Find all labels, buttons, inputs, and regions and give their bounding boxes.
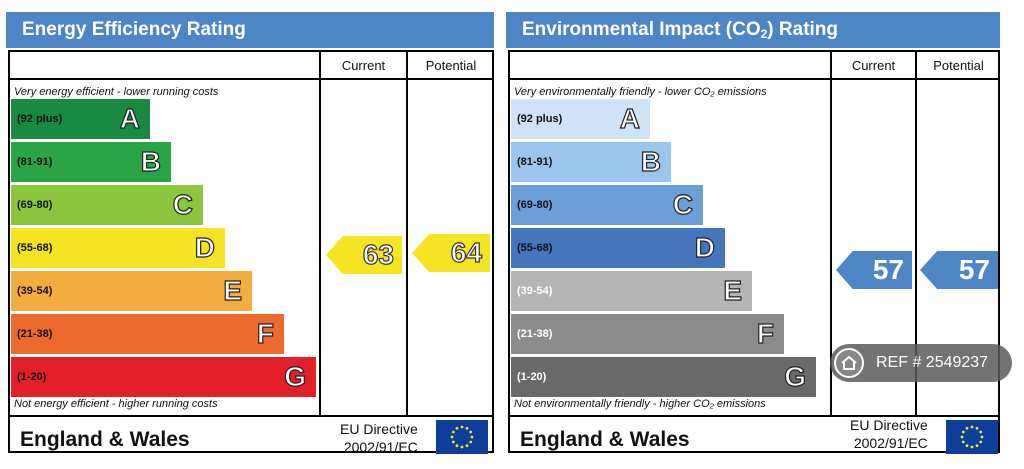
energy-chart-frame: Current Potential Very energy efficient … [8,50,494,456]
energy-footer-label: England & Wales [20,428,190,451]
home-icon [834,348,864,378]
environment-bottom-note: Not environmentally friendly - higher CO… [514,398,766,410]
ref-badge: REF # 2549237 [830,344,1012,382]
band-letter: D [694,231,715,263]
environment-chart-frame: Current Potential Very environmentally f… [508,50,1000,454]
energy-band-a: (92 plus) A [11,99,150,139]
eu-flag-icon [946,420,998,454]
band-range: (1-20) [17,371,47,383]
band-letter: A [119,102,140,134]
environmental-impact-panel: Environmental Impact (CO2) Rating Curren… [506,12,1000,459]
band-letter: C [172,188,193,220]
environment-potential-arrow: 57 [920,251,998,289]
directive-line-2: 2002/91/EC [343,439,418,455]
band-letter: F [256,317,274,349]
energy-title: Energy Efficiency Rating [6,12,494,48]
band-range: (81-91) [17,156,53,168]
environment-current-arrow: 57 [836,251,912,289]
environment-top-note: Very environmentally friendly - lower CO… [514,86,767,98]
environment-band-d: (55-68) D [511,228,725,268]
environment-current-header: Current [851,58,896,73]
environment-directive: EU Directive 2002/91/EC [850,416,928,452]
environment-footer-label: England & Wales [520,428,690,451]
band-range: (81-91) [517,156,553,168]
band-range: (92 plus) [517,113,563,125]
energy-efficiency-panel: Energy Efficiency Rating Current Potenti… [6,12,494,459]
band-range: (39-54) [17,285,53,297]
directive-line-1: EU Directive [340,421,418,437]
energy-band-f: (21-38) F [11,314,284,354]
band-letter: G [784,360,807,392]
environment-title: Environmental Impact (CO2) Rating [506,12,1000,48]
energy-bottom-note: Not energy efficient - higher running co… [14,398,218,410]
band-range: (55-68) [517,242,553,254]
band-range: (21-38) [517,328,553,340]
band-letter: F [756,317,774,349]
band-letter: G [284,360,307,392]
band-range: (55-68) [17,242,53,254]
environment-band-f: (21-38) F [511,314,784,354]
energy-band-e: (39-54) E [11,271,252,311]
directive-line-1: EU Directive [850,417,928,433]
band-range: (69-80) [17,199,53,211]
eu-flag-icon [436,420,488,454]
energy-directive: EU Directive 2002/91/EC [340,420,418,456]
band-letter: E [223,274,243,306]
band-range: (21-38) [17,328,53,340]
band-letter: A [619,102,640,134]
band-letter: D [194,231,215,263]
band-range: (1-20) [517,371,547,383]
band-range: (39-54) [517,285,553,297]
energy-band-b: (81-91) B [11,142,171,182]
directive-line-2: 2002/91/EC [853,435,928,451]
energy-band-g: (1-20) G [11,357,316,397]
energy-current-header: Current [341,58,386,73]
energy-potential-arrow: 64 [412,234,490,272]
environment-band-c: (69-80) C [511,185,703,225]
band-letter: B [140,145,161,177]
band-letter: B [640,145,661,177]
environment-band-b: (81-91) B [511,142,671,182]
environment-band-a: (92 plus) A [511,99,650,139]
band-letter: E [723,274,743,306]
ref-text: REF # 2549237 [876,354,989,371]
energy-top-note: Very energy efficient - lower running co… [14,86,219,98]
band-range: (92 plus) [17,113,63,125]
environment-band-e: (39-54) E [511,271,752,311]
energy-current-arrow: 63 [326,236,402,274]
band-range: (69-80) [517,199,553,211]
energy-potential-header: Potential [425,58,477,73]
energy-band-d: (55-68) D [11,228,225,268]
band-letter: C [672,188,693,220]
environment-potential-header: Potential [933,58,984,73]
environment-band-g: (1-20) G [511,357,816,397]
energy-band-c: (69-80) C [11,185,203,225]
